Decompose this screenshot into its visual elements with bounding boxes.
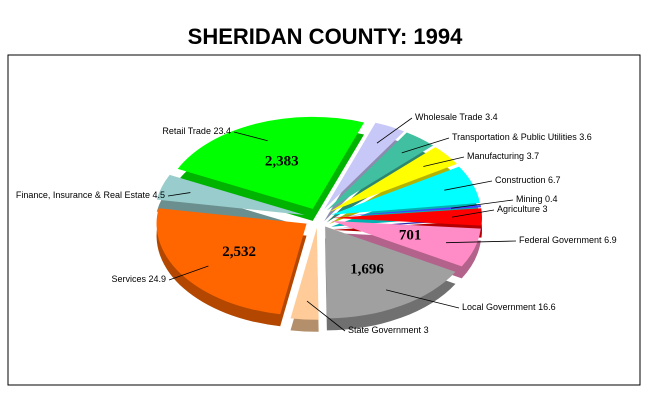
slice-value: 4.5 [152,190,165,200]
slice-label: Local Government 16.6 [462,302,556,312]
slice-name: Local Government [462,302,536,312]
slice-name: Agriculture [497,204,540,214]
slice [177,116,365,209]
slice-value: 6.9 [604,235,617,245]
count-label: 2,383 [265,153,299,169]
slice-label: Manufacturing 3.7 [467,151,539,161]
slice-value: 3.4 [485,112,498,122]
leader-line [168,265,209,281]
leader-line [451,199,514,209]
leader-line [423,156,465,167]
slice-name: Transportation & Public Utilities [452,132,577,142]
slice-label: Agriculture 3 [497,204,548,214]
slice-label: State Government 3 [348,325,429,335]
slice-name: Manufacturing [467,151,524,161]
leader-line [233,131,268,142]
slice-name: Construction [495,175,546,185]
leader-line [401,137,450,154]
slice-value: 3.7 [527,151,540,161]
leader-line [385,289,460,309]
count-label: 701 [399,227,422,243]
slice-name: Finance, Insurance & Real Estate [16,190,150,200]
slice [329,147,457,212]
slice [326,132,434,211]
slice-name: Wholesale Trade [415,112,483,122]
slice [156,174,305,216]
chart-frame [7,54,641,386]
slice-value: 6.7 [548,175,561,185]
count-label: 2,532 [222,244,256,260]
slice [290,227,319,320]
slice [325,226,456,319]
slice-value: 0.4 [545,194,558,204]
leader-line [376,117,413,144]
slice-value: 3 [543,204,548,214]
slice-value: 16.6 [538,302,556,312]
slice [331,208,482,226]
slice-label: Finance, Insurance & Real Estate 4.5 [16,190,165,200]
slice-name: Retail Trade [162,126,211,136]
slice-value: 3.6 [579,132,592,142]
slice-value: 23.4 [213,126,231,136]
slice-label: Wholesale Trade 3.4 [415,112,498,122]
slice [324,122,405,210]
slice-label: Construction 6.7 [495,175,561,185]
leader-line [451,209,495,218]
chart-title: SHERIDAN COUNTY: 1994 [188,24,463,49]
slice-label: Federal Government 6.9 [519,235,617,245]
slice [331,204,482,217]
count-label: 1,696 [350,261,384,277]
slice-name: Services [111,274,146,284]
slice-label: Transportation & Public Utilities 3.6 [452,132,592,142]
slice [331,220,481,267]
slice-name: Federal Government [519,235,602,245]
leader-line [444,180,493,191]
leader-line [167,192,191,197]
slice [156,208,307,315]
slice [331,166,480,215]
slice-label: Mining 0.4 [516,194,558,204]
slice-name: Mining [516,194,543,204]
slice-label: Services 24.9 [111,274,166,284]
leader-line [445,240,517,244]
leader-line [306,300,346,332]
slice-value: 3 [424,325,429,335]
slice-label: Retail Trade 23.4 [162,126,231,136]
slice-name: State Government [348,325,422,335]
slice-value: 24.9 [148,274,166,284]
